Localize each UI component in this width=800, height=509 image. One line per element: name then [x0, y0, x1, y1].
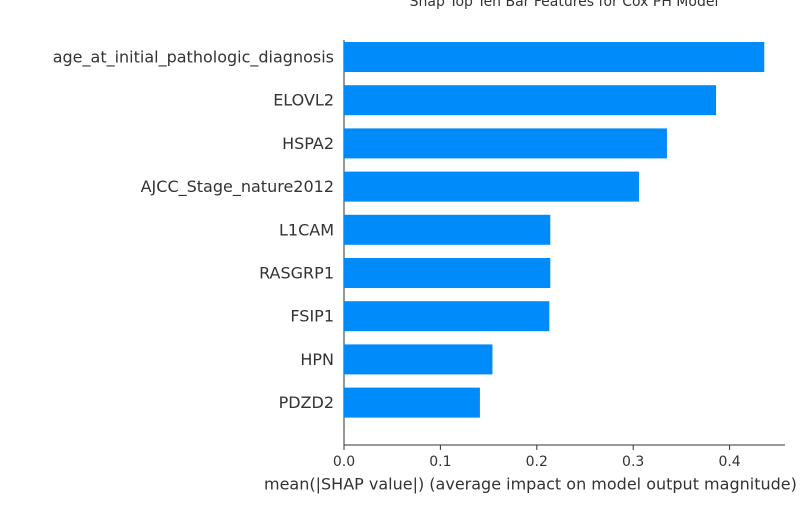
- y-tick-label: AJCC_Stage_nature2012: [141, 177, 334, 197]
- y-tick-label: HSPA2: [282, 134, 334, 153]
- bar: [344, 85, 717, 116]
- bar: [344, 301, 550, 332]
- bar: [344, 42, 765, 72]
- x-axis-label: mean(|SHAP value|) (average impact on mo…: [264, 475, 797, 494]
- y-tick-label: ELOVL2: [273, 91, 334, 110]
- y-tick-label: age_at_initial_pathologic_diagnosis: [53, 48, 334, 68]
- bar: [344, 171, 639, 202]
- bar: [344, 214, 551, 245]
- bar: [344, 128, 667, 159]
- x-tick-label: 0.0: [333, 454, 355, 470]
- x-tick-label: 0.3: [622, 454, 644, 470]
- bar: [344, 344, 493, 375]
- y-tick-label: FSIP1: [290, 307, 334, 326]
- y-tick-label: HPN: [300, 350, 334, 369]
- y-tick-label: RASGRP1: [259, 264, 334, 283]
- bar: [344, 258, 551, 288]
- chart-title: Shap Top Ten Bar Features for Cox PH Mod…: [410, 0, 719, 10]
- x-tick-label: 0.1: [429, 454, 451, 470]
- y-tick-label: L1CAM: [279, 220, 334, 239]
- x-tick-label: 0.4: [718, 454, 740, 470]
- y-tick-label: PDZD2: [279, 393, 334, 412]
- x-tick-label: 0.2: [526, 454, 548, 470]
- bar: [344, 387, 480, 418]
